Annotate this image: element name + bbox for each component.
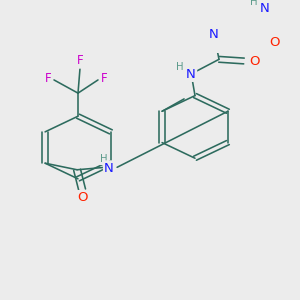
Text: F: F — [101, 72, 107, 85]
Text: N: N — [104, 162, 114, 175]
Text: N: N — [186, 68, 196, 81]
Text: H: H — [176, 62, 184, 72]
Text: O: O — [269, 35, 279, 49]
Text: N: N — [260, 2, 270, 15]
Text: O: O — [77, 191, 87, 204]
Text: H: H — [250, 0, 258, 7]
Text: F: F — [45, 72, 51, 85]
Text: O: O — [249, 55, 259, 68]
Text: F: F — [77, 55, 83, 68]
Text: N: N — [209, 28, 219, 41]
Text: H: H — [100, 154, 108, 164]
